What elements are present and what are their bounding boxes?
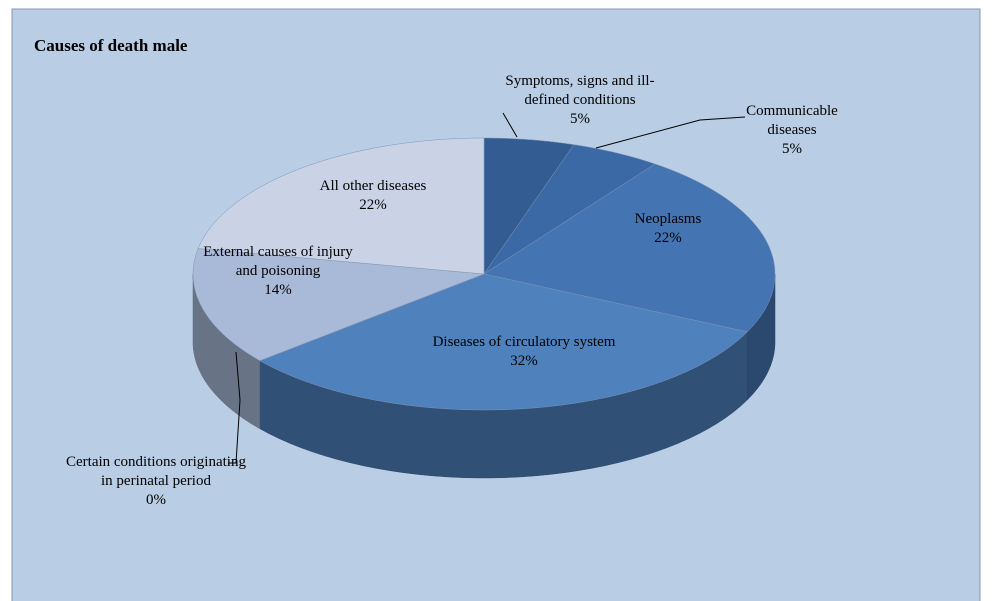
pie-slice	[197, 137, 485, 275]
value-label: 0%	[146, 492, 166, 508]
leader-line	[502, 112, 518, 138]
value-label: 14%	[264, 282, 292, 298]
data-label: External causes of injury and poisoning 1…	[198, 243, 358, 300]
category-label: Diseases of circulatory system	[432, 334, 616, 350]
value-label: 32%	[510, 353, 538, 369]
value-label: 5%	[782, 141, 802, 157]
value-label: 22%	[654, 230, 682, 246]
value-label: 5%	[570, 111, 590, 127]
data-label: Neoplasms 22%	[608, 210, 728, 248]
data-label: Symptoms, signs and ill-defined conditio…	[485, 72, 675, 129]
data-label: Certain conditions originating in perina…	[66, 453, 246, 510]
category-label: Neoplasms	[634, 211, 702, 227]
category-label: Certain conditions originating in perina…	[66, 454, 246, 489]
pie-slice	[483, 137, 575, 275]
data-label: Communicable diseases 5%	[732, 102, 852, 159]
category-label: Communicable diseases	[746, 103, 838, 138]
leader-line	[228, 351, 241, 464]
pie-slice	[192, 248, 485, 361]
category-label: All other diseases	[319, 178, 427, 194]
data-label: All other diseases 22%	[293, 177, 453, 215]
leader-line	[595, 116, 746, 149]
category-label: Symptoms, signs and ill-defined conditio…	[505, 73, 655, 108]
chart-title: Causes of death male	[34, 36, 188, 55]
category-label: External causes of injury and poisoning	[203, 244, 353, 279]
value-label: 22%	[359, 197, 387, 213]
pie-slice	[259, 273, 748, 411]
pie-slice	[483, 144, 656, 275]
data-label: Diseases of circulatory system 32%	[424, 333, 624, 371]
